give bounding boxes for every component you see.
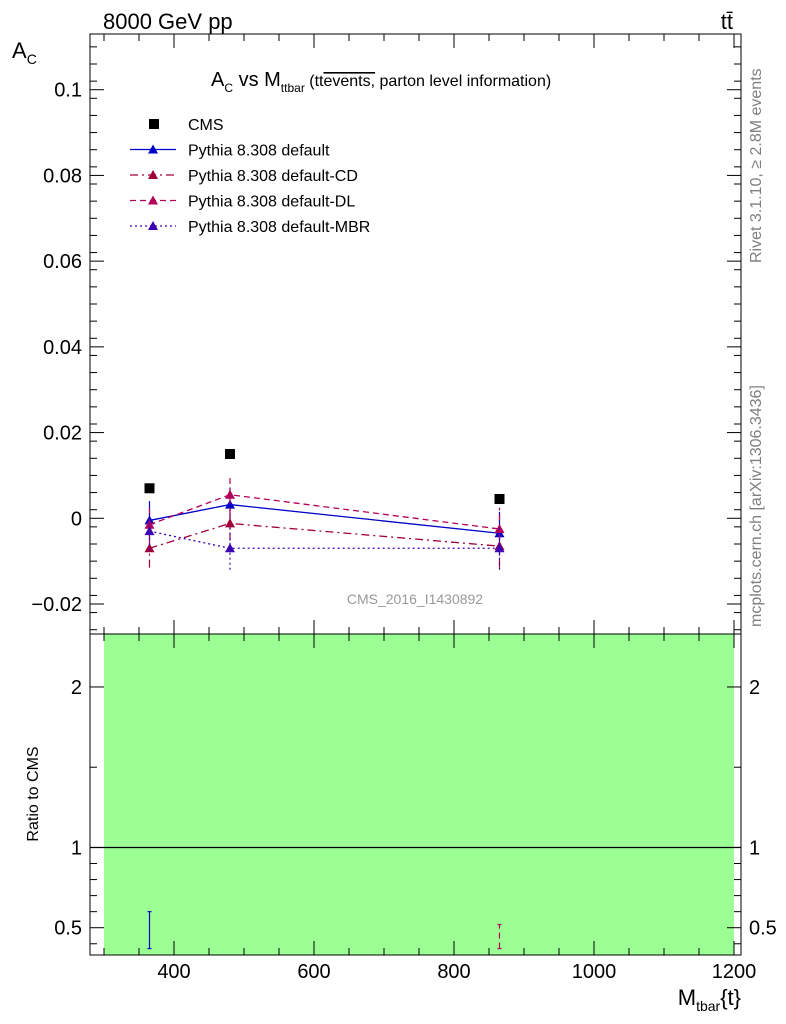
legend-marker [148, 170, 158, 179]
data-point [144, 543, 155, 553]
legend-marker [148, 195, 158, 205]
ratio-xtick-label: 1000 [572, 961, 617, 983]
main-ytick-label: 0 [71, 508, 82, 530]
ratio-frame [89, 633, 742, 956]
energy-label: 8000 GeV pp [103, 9, 233, 34]
ratio-xtick-label: 400 [157, 961, 190, 983]
legend-marker [148, 221, 158, 230]
legend-label: Pythia 8.308 default-CD [188, 168, 358, 185]
analysis-label: CMS_2016_I1430892 [347, 591, 483, 607]
ratio-ytick-label: 2 [71, 677, 82, 699]
ratio-xtick-label: 1200 [712, 961, 757, 983]
ratio-band [104, 634, 734, 955]
data-point [225, 489, 235, 499]
ratio-ylabel: Ratio to CMS [25, 746, 42, 841]
ratio-ytick-label: 1 [71, 837, 82, 859]
legend-label: CMS [188, 117, 224, 134]
main-ytick-label: −0.02 [31, 594, 82, 616]
main-ytick-label: 0.08 [43, 165, 82, 187]
ratio-ytick-label-right: 0.5 [749, 918, 777, 940]
main-ytick-label: 0.1 [54, 80, 82, 102]
data-point [494, 543, 505, 553]
data-point [494, 494, 505, 504]
data-point [144, 526, 155, 536]
legend-marker [149, 119, 159, 129]
process-label: tt̄ [721, 9, 733, 34]
series-solid [144, 487, 505, 555]
series-dotted [144, 511, 505, 570]
legend: CMS Pythia 8.308 default Pythia 8.308 defa… [130, 117, 370, 236]
series-line [149, 530, 500, 549]
series-dashed [144, 475, 505, 551]
ratio-plot-area: 400 600 800 1000 1200 0.5 0.5 1 1 2 2 [54, 633, 777, 983]
rivet-label: Rivet 3.1.10, ≥ 2.8M events [748, 68, 765, 263]
ratio-ytick-label-right: 1 [749, 837, 760, 859]
main-ytick-label: 0.06 [43, 251, 82, 273]
main-ytick-label: 0.04 [43, 337, 82, 359]
data-point [225, 499, 235, 509]
series-square [144, 449, 505, 504]
ratio-ytick-label-right: 2 [749, 677, 760, 699]
series-dashdot [144, 506, 505, 568]
source-label: mcplots.cern.ch [arXiv:1306.3436] [748, 385, 765, 627]
x-axis-label: Mtbar{t} [678, 985, 741, 1014]
main-ytick-label: 0.02 [43, 423, 82, 445]
data-point [225, 518, 235, 528]
series-line [149, 503, 500, 534]
plot-title: AC vs Mttbar (ttevents, parton level inf… [211, 69, 551, 95]
legend-label: Pythia 8.308 default-DL [188, 194, 355, 211]
data-point [144, 483, 155, 494]
data-point [225, 543, 235, 553]
ratio-xtick-label: 600 [297, 961, 330, 983]
legend-label: Pythia 8.308 default [188, 143, 330, 160]
series-line [149, 494, 500, 530]
legend-label: Pythia 8.308 default-MBR [188, 219, 370, 236]
ratio-ytick-label: 0.5 [54, 918, 82, 940]
data-point [225, 449, 235, 459]
legend-marker [148, 144, 158, 154]
ratio-xtick-label: 800 [437, 961, 470, 983]
main-plot-area: −0.02 0 0.02 0.04 0.06 0.08 0.1 [31, 33, 742, 635]
main-ylabel: AC [12, 38, 37, 67]
